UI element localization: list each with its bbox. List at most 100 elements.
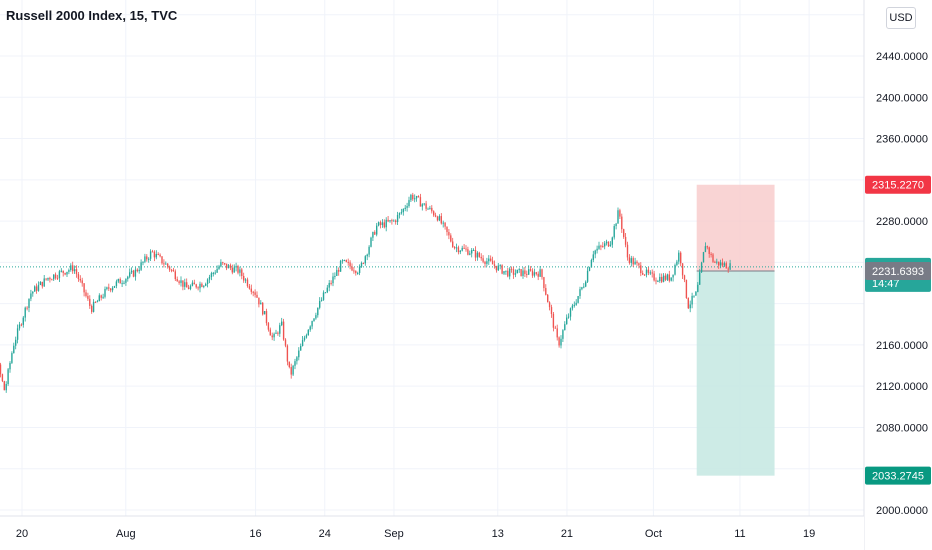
candle-body [695, 291, 697, 296]
candle-body [510, 268, 513, 270]
currency-button[interactable]: USD [886, 7, 916, 29]
candle-body [85, 292, 87, 296]
candle-body [75, 269, 78, 275]
candle-body [250, 288, 252, 292]
candle-body [697, 284, 699, 292]
candle-body [374, 231, 376, 235]
candle-body [402, 208, 404, 213]
candle-body [522, 270, 524, 276]
candle-body [11, 353, 13, 363]
candle-body [383, 222, 385, 228]
candle-body [199, 283, 201, 289]
candle-body [714, 261, 716, 263]
candle-body [104, 288, 106, 297]
candle-body [543, 277, 545, 289]
candle-body [526, 273, 528, 275]
candle-body [569, 308, 572, 317]
candle-body [632, 258, 634, 265]
candle-body [231, 267, 233, 273]
candle-body [237, 266, 239, 273]
candle-body [628, 257, 631, 263]
candle-body [201, 283, 203, 287]
candle-body [115, 281, 118, 286]
candle-body [243, 275, 245, 281]
candle-body [472, 249, 475, 251]
candle-body [396, 215, 399, 222]
candle-body [725, 263, 727, 269]
candle-body [438, 216, 441, 221]
candle-body [110, 288, 112, 291]
candle-body [661, 276, 663, 282]
x-axis-tick-label: 11 [734, 528, 745, 540]
candle-body [144, 256, 146, 262]
candle-body [45, 278, 47, 280]
stop-price-badge [865, 466, 931, 485]
candle-body [256, 294, 258, 298]
candle-body [687, 298, 689, 309]
candle-body [43, 278, 45, 287]
x-axis-tick-label: 13 [492, 528, 504, 540]
candle-body [64, 272, 66, 275]
candle-body [58, 271, 61, 279]
candle-body [624, 236, 627, 245]
candle-body [385, 219, 387, 228]
candle-body [239, 269, 241, 273]
candle-body [585, 281, 587, 287]
candle-body [436, 216, 439, 221]
candle-body [127, 276, 129, 280]
candle-body [246, 279, 249, 287]
candle-body [66, 271, 68, 275]
candle-body [547, 294, 549, 303]
candle-body [355, 271, 357, 274]
candle-body [56, 278, 59, 280]
y-axis-tick-label: 2160.0000 [876, 340, 928, 352]
candle-body [73, 269, 76, 272]
candle-body [296, 357, 298, 362]
candle-body [674, 265, 676, 275]
y-axis-tick-label: 2120.0000 [876, 381, 928, 393]
candle-body [710, 253, 712, 255]
candle-body [533, 272, 536, 276]
candle-body [70, 265, 72, 271]
candle-body [490, 258, 492, 261]
candle-body [51, 279, 53, 281]
candle-body [113, 285, 116, 288]
candle-body [408, 200, 410, 207]
candle-body [455, 247, 458, 249]
candle-body [685, 279, 688, 299]
target-price-value: 2315.2270 [872, 180, 924, 192]
candle-body [197, 287, 199, 289]
candle-body [393, 220, 395, 222]
candle-body [81, 280, 83, 284]
candle-body [554, 327, 556, 329]
candle-body [77, 274, 80, 279]
candle-body [664, 275, 667, 280]
candle-body [15, 339, 17, 346]
candle-body [353, 270, 355, 272]
candle-body [26, 307, 28, 309]
candle-body [609, 244, 612, 247]
candle-body [607, 241, 610, 247]
candle-body [322, 292, 325, 300]
candle-body [301, 340, 304, 347]
candle-body [35, 286, 38, 291]
candle-body [227, 265, 230, 269]
candle-body [501, 265, 503, 274]
candle-body [370, 237, 372, 247]
candle-body [341, 260, 344, 262]
candle-body [129, 272, 131, 277]
candle-body [459, 250, 461, 253]
candle-body [273, 333, 275, 338]
candle-body [330, 282, 332, 284]
candle-body [558, 337, 560, 346]
candle-body [718, 261, 720, 266]
candle-body [366, 254, 368, 257]
chart-title: Russell 2000 Index, 15, TVC [6, 8, 178, 23]
candle-body [708, 247, 710, 254]
candle-body [657, 281, 659, 283]
candle-body [53, 274, 55, 280]
candle-body [417, 195, 420, 198]
candle-body [157, 254, 159, 256]
candle-body [638, 263, 640, 266]
